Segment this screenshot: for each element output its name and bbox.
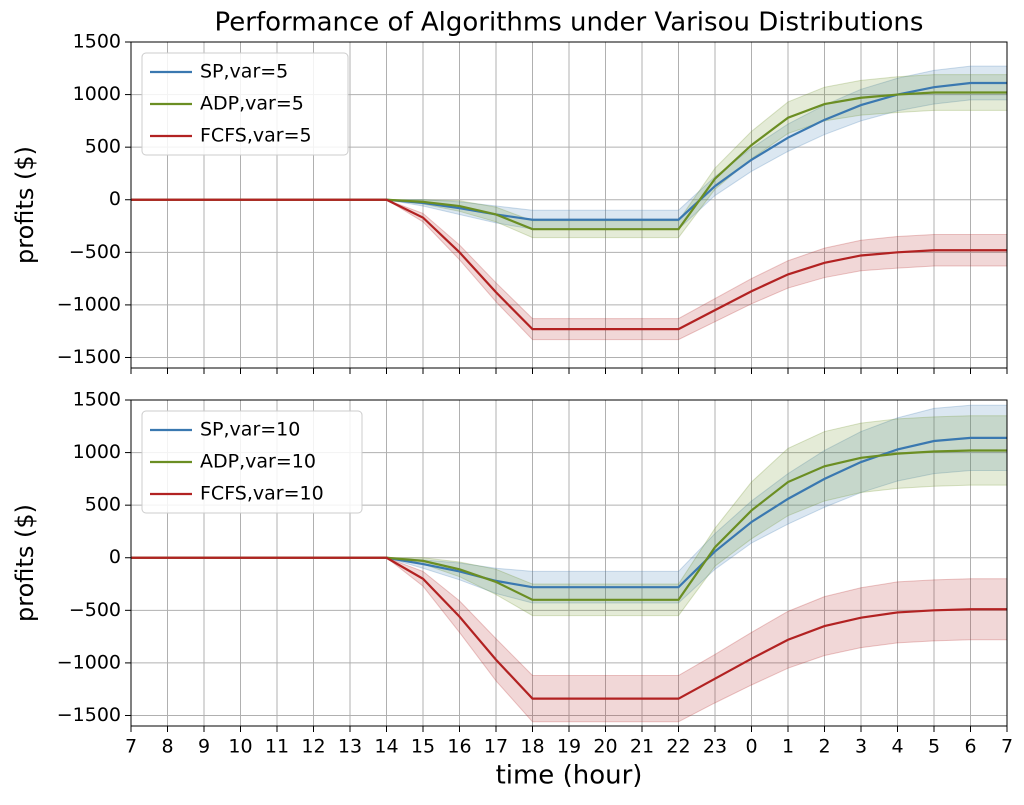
- x-tick-label: 22: [666, 736, 690, 758]
- legend-label: ADP,var=5: [200, 93, 304, 115]
- x-tick-label: 17: [484, 736, 508, 758]
- plot-frame: [130, 41, 1008, 369]
- y-axis-label: profits ($): [11, 504, 39, 622]
- x-tick-label: 5: [928, 736, 940, 758]
- legend-label: SP,var=5: [200, 61, 288, 83]
- x-tick-label: 1: [782, 736, 794, 758]
- legend-box: [141, 410, 363, 514]
- plot-frame: [130, 399, 1008, 727]
- y-tick-label: 1500: [73, 31, 121, 53]
- x-tick-label: 6: [964, 736, 976, 758]
- x-tick-label: 7: [1001, 736, 1013, 758]
- legend-label: SP,var=10: [200, 419, 300, 441]
- x-tick-label: 11: [265, 736, 289, 758]
- x-tick-label: 0: [745, 736, 757, 758]
- line: [131, 556, 1007, 700]
- x-tick-label: 3: [855, 736, 867, 758]
- x-tick-label: 18: [520, 736, 544, 758]
- x-tick-label: 10: [228, 736, 252, 758]
- x-tick-label: 23: [703, 736, 727, 758]
- x-tick-label: 14: [374, 736, 398, 758]
- y-tick-label: 1000: [73, 83, 121, 105]
- x-tick-label: 21: [630, 736, 654, 758]
- x-tick-label: 7: [125, 736, 137, 758]
- y-tick-label: 1500: [73, 389, 121, 411]
- x-axis-label: time (hour): [496, 761, 643, 791]
- legend-label: FCFS,var=5: [200, 125, 312, 147]
- y-tick-label: 1000: [73, 441, 121, 463]
- y-tick-label: −1500: [57, 704, 121, 726]
- x-tick-label: 15: [411, 736, 435, 758]
- y-tick-label: −1000: [57, 651, 121, 673]
- x-tick-label: 20: [593, 736, 617, 758]
- y-tick-label: −1000: [57, 293, 121, 315]
- y-tick-label: 0: [109, 188, 121, 210]
- y-tick-label: 500: [85, 136, 121, 158]
- y-tick-label: 0: [109, 546, 121, 568]
- legend-box: [141, 52, 349, 156]
- x-tick-label: 13: [338, 736, 362, 758]
- y-tick-label: −1500: [57, 346, 121, 368]
- x-tick-label: 19: [557, 736, 581, 758]
- x-tick-label: 8: [161, 736, 173, 758]
- x-tick-label: 12: [301, 736, 325, 758]
- y-tick-label: −500: [69, 241, 121, 263]
- legend-label: FCFS,var=10: [200, 483, 324, 505]
- x-tick-label: 2: [818, 736, 830, 758]
- y-axis-label: profits ($): [11, 146, 39, 264]
- y-tick-label: 500: [85, 494, 121, 516]
- y-tick-label: −500: [69, 599, 121, 621]
- legend-label: ADP,var=10: [200, 451, 316, 473]
- chart-title: Performance of Algorithms under Varisou …: [215, 8, 924, 38]
- line: [131, 198, 1007, 331]
- x-tick-label: 4: [891, 736, 903, 758]
- x-tick-label: 16: [447, 736, 471, 758]
- x-tick-label: 9: [198, 736, 210, 758]
